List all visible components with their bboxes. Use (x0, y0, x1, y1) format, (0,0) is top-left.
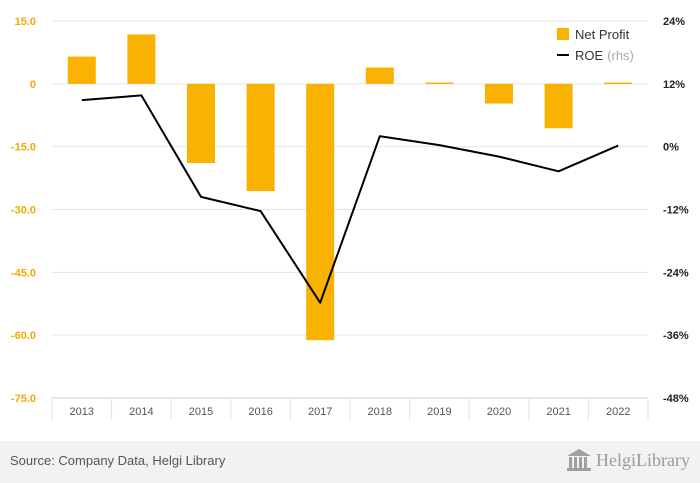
y-left-tick-label: -30.0 (11, 205, 36, 217)
y-left-tick-label: 15.0 (15, 16, 36, 28)
y-left-tick-label: 0 (30, 79, 36, 91)
net-profit-bars (67, 34, 633, 341)
x-tick-label: 2013 (70, 406, 94, 418)
net-profit-bar (485, 83, 513, 104)
y-right-tick-label: 12% (663, 79, 685, 91)
net-profit-bar (187, 83, 215, 164)
y-right-tick-label: -12% (663, 205, 689, 217)
x-tick-label: 2017 (308, 406, 332, 418)
y-left-tick-label: -60.0 (11, 330, 36, 342)
net-profit-bar (425, 82, 454, 85)
legend-label-roe: ROE (rhs) (575, 48, 634, 63)
x-tick-label: 2019 (427, 406, 451, 418)
net-profit-bar (306, 83, 335, 341)
axes: 15.0 24% 0 12% -15.0 0% -30.0 -12% -45.0 -24% -60.… (11, 16, 689, 420)
net-profit-bar (246, 83, 275, 192)
y-right-tick-label: -36% (663, 330, 689, 342)
y-right-tick-label: -48% (663, 393, 689, 405)
legend-roe-name: ROE (575, 48, 604, 63)
y-right-tick-label: 0% (663, 142, 679, 154)
footer: Source: Company Data, Helgi Library Helg… (0, 441, 700, 483)
legend-label-net-profit: Net Profit (575, 27, 630, 42)
x-tick-label: 2015 (189, 406, 213, 418)
net-profit-bar (365, 67, 394, 84)
roe-line (81, 94, 619, 304)
y-left-tick-label: -45.0 (11, 267, 36, 279)
x-tick-label: 2020 (487, 406, 511, 418)
legend: Net Profit ROE (rhs) (557, 27, 634, 63)
net-profit-bar (604, 82, 633, 85)
y-right-tick-label: 24% (663, 16, 685, 28)
y-right-tick-label: -24% (663, 267, 689, 279)
x-tick-label: 2014 (129, 406, 153, 418)
x-tick-label: 2018 (368, 406, 392, 418)
combo-chart: 15.0 24% 0 12% -15.0 0% -30.0 -12% -45.0 -24% -60.… (11, 16, 689, 420)
x-tick-label: 2022 (606, 406, 630, 418)
net-profit-bar (127, 34, 156, 84)
net-profit-bar (544, 83, 573, 129)
legend-roe-note: (rhs) (607, 48, 634, 63)
net-profit-bar (67, 56, 96, 84)
library-building-icon (567, 449, 592, 471)
x-tick-label: 2021 (546, 406, 570, 418)
helgi-library-logo[interactable]: HelgiLibrary (566, 448, 690, 472)
y-left-tick-label: -15.0 (11, 142, 36, 154)
roe-line-layer (81, 94, 619, 304)
legend-swatch-net-profit (557, 28, 569, 40)
x-tick-label: 2016 (248, 406, 272, 418)
y-left-tick-label: -75.0 (11, 393, 36, 405)
source-note: Source: Company Data, Helgi Library (10, 453, 226, 468)
logo-text: HelgiLibrary (596, 449, 690, 470)
